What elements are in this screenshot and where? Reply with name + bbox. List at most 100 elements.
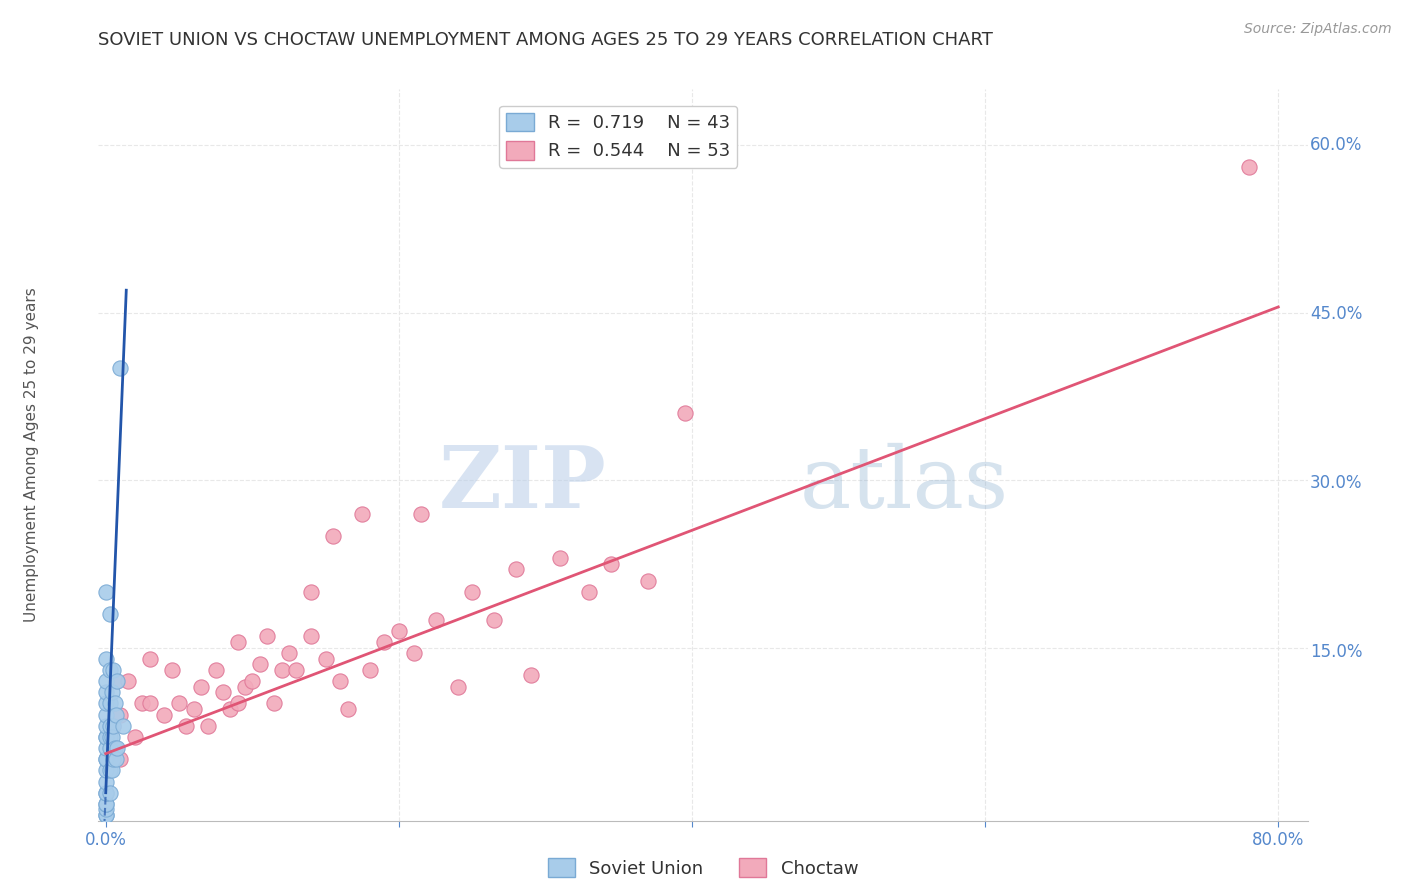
Point [600, 557, 623, 571]
Point [138, 697, 160, 711]
Legend: Soviet Union, Choctaw: Soviet Union, Choctaw [540, 851, 866, 885]
Point [388, 624, 411, 638]
Point [117, 674, 139, 689]
Point [94, 685, 117, 699]
Point [204, 663, 226, 677]
Point [101, 663, 124, 677]
Point [548, 551, 571, 566]
Point [94, 808, 117, 822]
Point [94, 584, 117, 599]
Point [446, 680, 468, 694]
Point [94, 786, 117, 800]
Point [94, 797, 117, 811]
Point [352, 507, 374, 521]
Point [299, 584, 322, 599]
Point [100, 685, 122, 699]
Point [101, 752, 124, 766]
Point [107, 674, 129, 689]
Point [110, 361, 132, 376]
Point [98, 741, 121, 756]
Point [112, 719, 135, 733]
Point [105, 707, 128, 722]
Point [94, 707, 117, 722]
Point [94, 752, 117, 766]
Point [100, 730, 122, 744]
Point [124, 730, 146, 744]
Point [94, 674, 117, 689]
Point [98, 764, 121, 778]
Point [482, 613, 505, 627]
Point [226, 697, 249, 711]
Point [131, 697, 153, 711]
Point [240, 674, 263, 689]
Point [336, 702, 359, 716]
Point [197, 719, 219, 733]
Point [105, 674, 128, 689]
Point [315, 651, 337, 665]
Point [94, 774, 117, 789]
Point [98, 786, 121, 800]
Text: atlas: atlas [800, 442, 1010, 525]
Point [94, 651, 117, 665]
Point [1237, 161, 1260, 175]
Point [402, 646, 425, 660]
Text: 30.0%: 30.0% [1310, 474, 1362, 492]
Point [94, 764, 117, 778]
Point [107, 741, 129, 756]
Point [226, 635, 249, 649]
Point [425, 613, 447, 627]
Point [578, 584, 600, 599]
Point [94, 730, 117, 744]
Point [256, 629, 278, 643]
Point [110, 752, 132, 766]
Point [249, 657, 271, 672]
Point [138, 651, 160, 665]
Point [98, 719, 121, 733]
Point [505, 562, 527, 576]
Point [409, 507, 432, 521]
Point [94, 797, 117, 811]
Point [183, 702, 205, 716]
Point [322, 529, 344, 543]
Point [98, 697, 121, 711]
Text: 15.0%: 15.0% [1310, 643, 1362, 661]
Point [278, 646, 301, 660]
Point [94, 786, 117, 800]
Point [98, 730, 121, 744]
Point [103, 697, 125, 711]
Point [94, 697, 117, 711]
Point [94, 802, 117, 816]
Point [101, 719, 124, 733]
Point [212, 685, 235, 699]
Text: 45.0%: 45.0% [1310, 305, 1362, 323]
Point [359, 663, 381, 677]
Point [520, 668, 543, 682]
Point [167, 697, 190, 711]
Point [94, 741, 117, 756]
Text: Unemployment Among Ages 25 to 29 years: Unemployment Among Ages 25 to 29 years [24, 287, 39, 623]
Text: 60.0%: 60.0% [1310, 136, 1362, 154]
Point [190, 680, 212, 694]
Point [110, 707, 132, 722]
Point [101, 719, 124, 733]
Point [299, 629, 322, 643]
Text: SOVIET UNION VS CHOCTAW UNEMPLOYMENT AMONG AGES 25 TO 29 YEARS CORRELATION CHART: SOVIET UNION VS CHOCTAW UNEMPLOYMENT AMO… [98, 31, 993, 49]
Point [98, 607, 121, 621]
Point [673, 406, 696, 420]
Point [233, 680, 256, 694]
Point [98, 663, 121, 677]
Point [285, 663, 308, 677]
Point [461, 584, 484, 599]
Point [100, 764, 122, 778]
Point [329, 674, 352, 689]
Point [637, 574, 659, 588]
Text: Source: ZipAtlas.com: Source: ZipAtlas.com [1244, 22, 1392, 37]
Point [94, 808, 117, 822]
Point [176, 719, 198, 733]
Point [153, 707, 176, 722]
Point [94, 719, 117, 733]
Point [160, 663, 183, 677]
Point [263, 697, 285, 711]
Point [105, 752, 128, 766]
Point [219, 702, 242, 716]
